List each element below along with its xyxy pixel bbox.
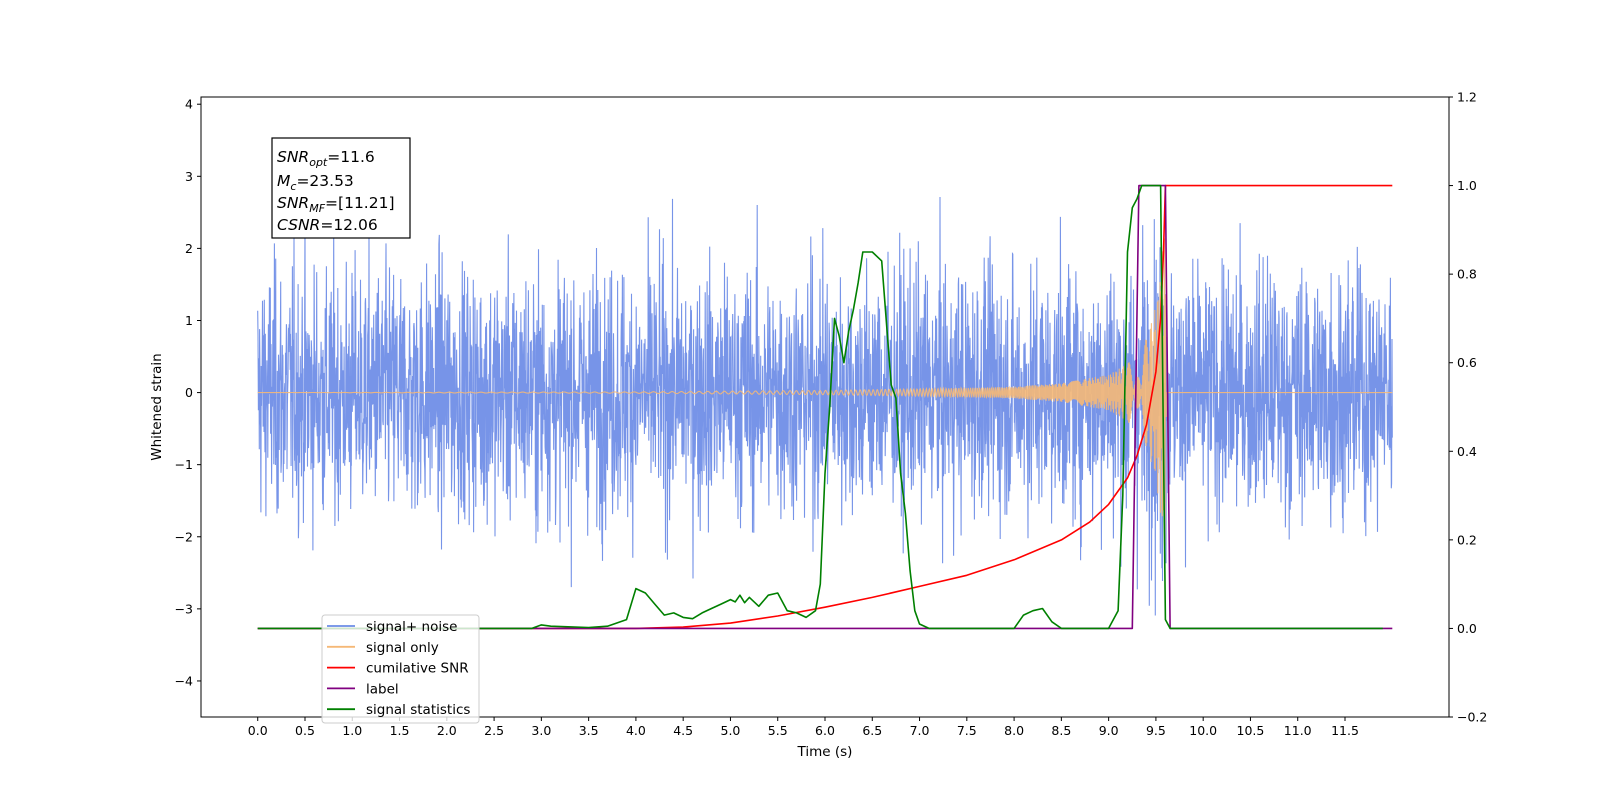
legend-label: cumilative SNR [366, 661, 469, 677]
x-tick-label: 11.0 [1284, 723, 1312, 738]
x-tick-label: 11.5 [1331, 723, 1359, 738]
y2-tick-label: 0.6 [1457, 355, 1477, 370]
info-snr-mf: SNRMF=[11.21] [277, 194, 395, 215]
legend-label: label [366, 681, 399, 697]
info-box: SNRopt=11.6 Mc=23.53 SNRMF=[11.21] CSNR=… [271, 137, 411, 239]
legend-label: signal+ noise [366, 619, 457, 635]
series-signal-only-line [257, 238, 1393, 546]
x-tick-label: 10.5 [1237, 723, 1265, 738]
y2-tick-label: 0.4 [1457, 444, 1477, 459]
y-tick-label: −2 [175, 529, 193, 544]
x-tick-label: 4.5 [673, 723, 693, 738]
legend: signal+ noise signal only cumilative SNR la… [321, 614, 480, 724]
x-tick-label: 9.0 [1099, 723, 1119, 738]
legend-label: signal only [366, 640, 439, 656]
y-axis-left: −4 −3 −2 −1 0 1 2 3 4 [175, 97, 201, 688]
y2-tick-label: 0.0 [1457, 621, 1477, 636]
y2-tick-label: 0.2 [1457, 532, 1477, 547]
x-tick-label: 5.0 [721, 723, 741, 738]
series-layer [257, 184, 1393, 630]
y-tick-label: 3 [185, 169, 193, 184]
x-tick-label: 8.5 [1051, 723, 1071, 738]
y-tick-label: −3 [175, 601, 193, 616]
series-signal-statistics-line [257, 184, 1383, 630]
info-snr-opt: SNRopt=11.6 [277, 148, 375, 169]
info-mc: Mc=23.53 [277, 172, 354, 193]
x-tick-label: 8.0 [1004, 723, 1024, 738]
y-tick-label: 0 [185, 385, 193, 400]
y-tick-label: 2 [185, 241, 193, 256]
y2-tick-label: 1.2 [1457, 90, 1477, 105]
info-box-frame [271, 137, 411, 239]
legend-frame [321, 614, 480, 724]
x-axis: 0.0 0.5 1.0 1.5 2.0 2.5 3.0 3.5 4.0 4.5 5.0 5.5 6.0 6… [248, 717, 1359, 738]
legend-items: signal+ noise signal only cumilative SNR la… [327, 619, 470, 718]
x-tick-label: 3.5 [579, 723, 599, 738]
y-tick-label: −4 [175, 673, 193, 688]
y-tick-label: −1 [175, 457, 193, 472]
y2-tick-label: 0.8 [1457, 267, 1477, 282]
x-tick-label: 0.0 [248, 723, 268, 738]
y-axis-right: −0.2 0.0 0.2 0.4 0.6 0.8 1.0 1.2 [1449, 90, 1487, 725]
x-tick-label: 6.5 [862, 723, 882, 738]
series-signal-noise-line [257, 196, 1393, 616]
x-tick-label: 4.0 [626, 723, 646, 738]
x-tick-label: 9.5 [1146, 723, 1166, 738]
x-tick-label: 6.0 [815, 723, 835, 738]
y-axis-label: Whitened strain [149, 353, 165, 460]
y-tick-label: 1 [185, 313, 193, 328]
x-tick-label: 1.5 [390, 723, 410, 738]
x-tick-label: 1.0 [342, 723, 362, 738]
series-cumulative-snr-line [257, 184, 1393, 630]
x-axis-label: Time (s) [797, 744, 853, 760]
y2-tick-label: −0.2 [1457, 710, 1487, 725]
x-tick-label: 7.5 [957, 723, 977, 738]
x-tick-label: 0.5 [295, 723, 315, 738]
x-tick-label: 3.0 [531, 723, 551, 738]
legend-label: signal statistics [366, 702, 470, 718]
y2-tick-label: 1.0 [1457, 178, 1477, 193]
info-csnr: CSNR=12.06 [277, 216, 378, 234]
y-tick-label: 4 [185, 97, 193, 112]
x-tick-label: 2.0 [437, 723, 457, 738]
x-tick-label: 7.0 [910, 723, 930, 738]
x-tick-label: 10.0 [1189, 723, 1217, 738]
x-tick-label: 5.5 [768, 723, 788, 738]
x-tick-label: 2.5 [484, 723, 504, 738]
